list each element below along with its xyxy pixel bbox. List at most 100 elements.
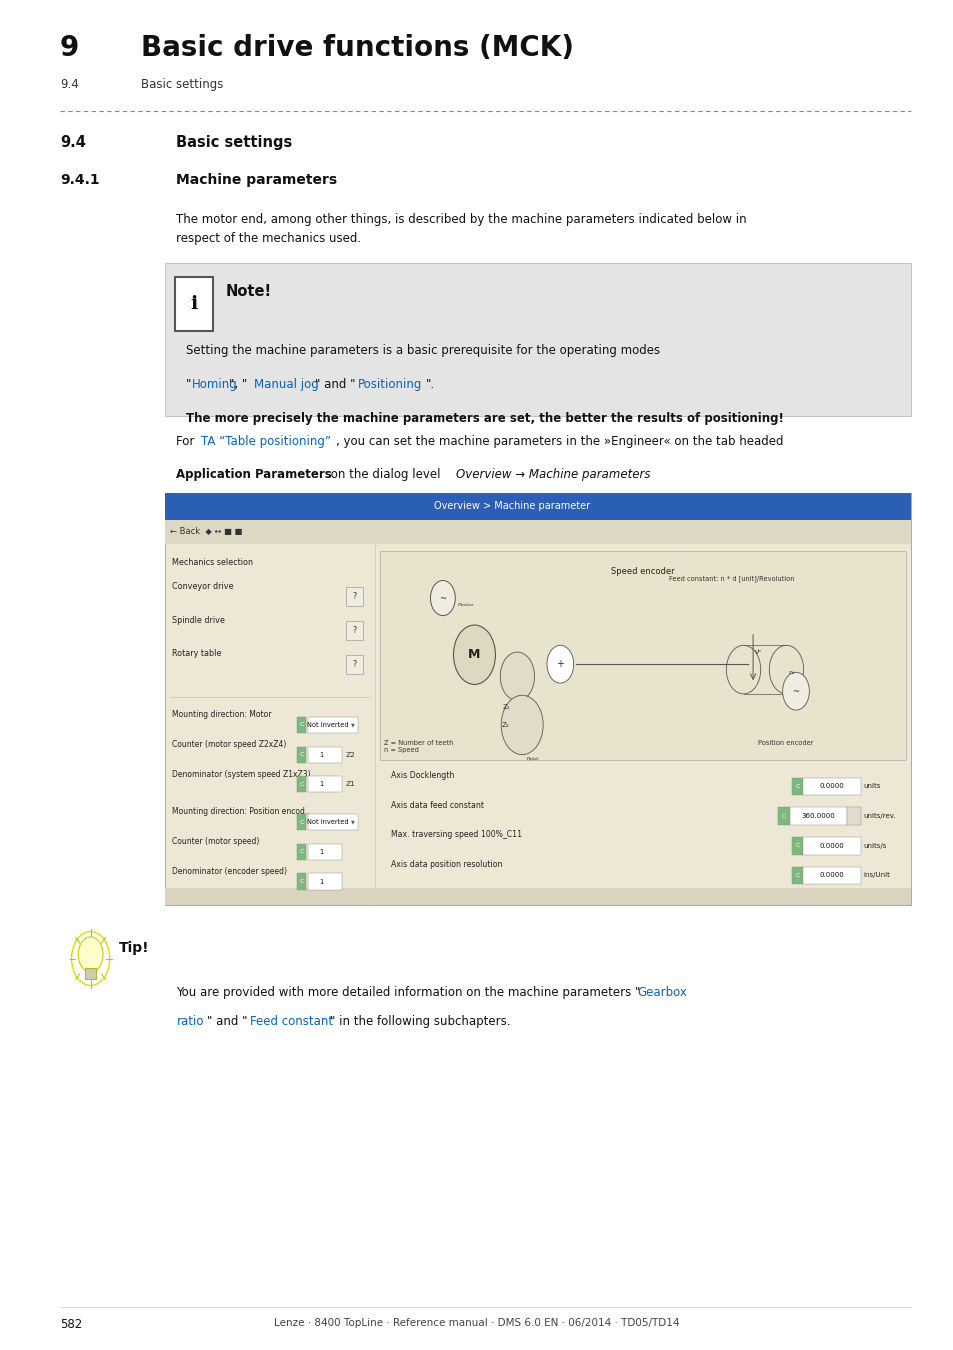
Text: , you can set the machine parameters in the »Engineer« on the tab headed: , you can set the machine parameters in … <box>335 435 782 448</box>
Circle shape <box>546 645 573 683</box>
Text: Tip!: Tip! <box>119 941 150 954</box>
Text: For: For <box>176 435 198 448</box>
FancyBboxPatch shape <box>308 776 341 792</box>
FancyBboxPatch shape <box>308 814 357 830</box>
Text: Position encoder: Position encoder <box>757 740 813 745</box>
Text: Machine parameters: Machine parameters <box>176 173 337 186</box>
Text: 582: 582 <box>60 1318 82 1331</box>
Text: Mechanics selection: Mechanics selection <box>172 558 253 567</box>
Text: Positioning: Positioning <box>357 378 422 392</box>
Text: The motor end, among other things, is described by the machine parameters indica: The motor end, among other things, is de… <box>176 213 746 227</box>
Text: Feed constant: n * d [unit]/Revolution: Feed constant: n * d [unit]/Revolution <box>669 575 794 582</box>
Text: Vᵇ: Vᵇ <box>754 649 761 655</box>
FancyBboxPatch shape <box>308 717 357 733</box>
Text: ▼: ▼ <box>351 819 355 825</box>
Text: 9.4: 9.4 <box>60 135 86 150</box>
FancyBboxPatch shape <box>308 844 341 860</box>
Text: Not inverted: Not inverted <box>307 722 349 728</box>
Text: 0.0000: 0.0000 <box>819 872 843 879</box>
Text: " in the following subchapters.: " in the following subchapters. <box>330 1015 510 1029</box>
FancyBboxPatch shape <box>174 277 213 331</box>
Text: nₚₗₐₙₜ: nₚₗₐₙₜ <box>526 756 539 761</box>
Text: " and ": " and " <box>207 1015 248 1029</box>
Text: Manual jog: Manual jog <box>253 378 318 392</box>
Text: Note!: Note! <box>226 284 272 298</box>
Text: Overview > Machine parameter: Overview > Machine parameter <box>434 501 589 512</box>
Text: ~: ~ <box>792 687 799 695</box>
Bar <box>165 520 910 544</box>
Text: TA “Table positioning”: TA “Table positioning” <box>201 435 331 448</box>
FancyBboxPatch shape <box>296 873 306 890</box>
FancyBboxPatch shape <box>379 551 905 760</box>
Text: 0.0000: 0.0000 <box>819 783 843 790</box>
FancyBboxPatch shape <box>346 655 363 674</box>
Text: ins/Unit: ins/Unit <box>862 872 889 879</box>
Text: Conveyor drive: Conveyor drive <box>172 582 233 591</box>
Text: Rotary table: Rotary table <box>172 649 221 659</box>
Text: 0.0000: 0.0000 <box>819 842 843 849</box>
FancyBboxPatch shape <box>791 778 802 795</box>
Circle shape <box>453 625 495 684</box>
Bar <box>165 493 910 520</box>
Text: respect of the mechanics used.: respect of the mechanics used. <box>176 232 361 246</box>
Text: ": " <box>186 378 192 392</box>
Text: ← Back  ◆ ↔ ■ ■: ← Back ◆ ↔ ■ ■ <box>170 528 242 536</box>
Text: C: C <box>781 814 785 818</box>
Text: 1: 1 <box>319 752 323 757</box>
Text: ?: ? <box>353 626 356 634</box>
Text: " and ": " and " <box>314 378 355 392</box>
Text: Max. traversing speed 100%_C11: Max. traversing speed 100%_C11 <box>391 830 521 840</box>
Circle shape <box>78 937 103 972</box>
Text: Spindle drive: Spindle drive <box>172 616 224 625</box>
FancyBboxPatch shape <box>308 873 341 890</box>
Text: C: C <box>299 722 303 728</box>
Text: ".: ". <box>425 378 435 392</box>
FancyBboxPatch shape <box>802 778 860 795</box>
Text: Application Parameters: Application Parameters <box>176 468 332 482</box>
Text: units/rev.: units/rev. <box>862 813 895 819</box>
Bar <box>165 888 910 905</box>
FancyBboxPatch shape <box>165 263 910 416</box>
Text: units/s: units/s <box>862 842 886 849</box>
Text: 1: 1 <box>319 879 323 884</box>
Text: Denominator (system speed Z1xZ3): Denominator (system speed Z1xZ3) <box>172 769 310 779</box>
FancyBboxPatch shape <box>165 493 294 509</box>
Text: ~: ~ <box>439 594 446 602</box>
Text: ▼: ▼ <box>351 722 355 728</box>
FancyBboxPatch shape <box>296 844 306 860</box>
Text: ratio: ratio <box>176 1015 204 1029</box>
Text: Mounting direction: Position encod..: Mounting direction: Position encod.. <box>172 807 309 817</box>
Text: Denominator (encoder speed): Denominator (encoder speed) <box>172 867 287 876</box>
Text: Z2: Z2 <box>345 752 355 757</box>
FancyBboxPatch shape <box>165 493 910 904</box>
Circle shape <box>430 580 455 616</box>
Text: Counter (motor speed Z2xZ4): Counter (motor speed Z2xZ4) <box>172 740 286 749</box>
Text: on the dialog level: on the dialog level <box>327 468 444 482</box>
FancyBboxPatch shape <box>296 717 306 733</box>
Text: C: C <box>299 819 303 825</box>
Text: M: M <box>468 648 480 662</box>
Text: C: C <box>795 844 799 848</box>
Text: units: units <box>862 783 880 790</box>
Text: C: C <box>299 849 303 855</box>
Text: Mounting direction: Motor: Mounting direction: Motor <box>172 710 271 720</box>
Text: Homing: Homing <box>192 378 237 392</box>
Text: ?: ? <box>353 660 356 668</box>
Text: Z₂: Z₂ <box>500 722 508 728</box>
FancyBboxPatch shape <box>296 776 306 792</box>
Text: Z₁: Z₁ <box>501 705 509 710</box>
Text: +: + <box>556 659 564 670</box>
Text: nₙ: nₙ <box>787 670 794 675</box>
Circle shape <box>499 652 534 701</box>
FancyBboxPatch shape <box>296 814 306 830</box>
Text: You are provided with more detailed information on the machine parameters ": You are provided with more detailed info… <box>176 986 640 999</box>
Text: Not inverted: Not inverted <box>307 819 349 825</box>
Text: Axis data feed constant: Axis data feed constant <box>391 801 483 810</box>
Text: Axis Docklength: Axis Docklength <box>391 771 454 780</box>
Text: :: : <box>626 468 631 482</box>
Text: C: C <box>795 784 799 788</box>
Text: nₘₒₜₒᵣ: nₘₒₜₒᵣ <box>456 602 474 608</box>
Text: The more precisely the machine parameters are set, the better the results of pos: The more precisely the machine parameter… <box>186 412 783 425</box>
Bar <box>85 968 96 979</box>
Text: 1: 1 <box>319 849 323 855</box>
